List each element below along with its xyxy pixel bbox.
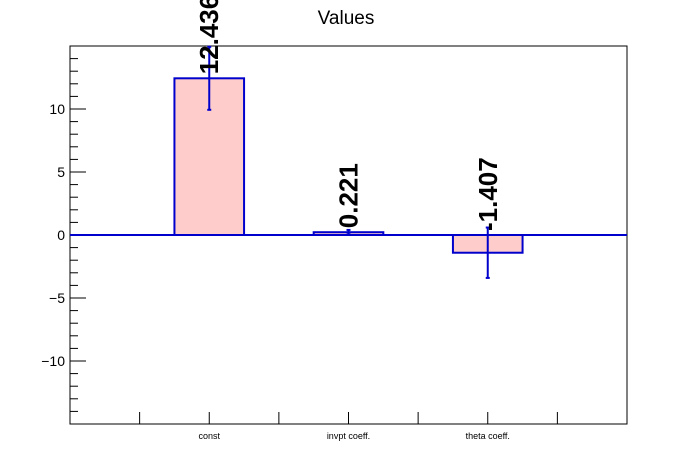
- chart-title: Values: [318, 8, 375, 29]
- value-label: 12.436: [194, 0, 224, 74]
- y-tick-label: −10: [41, 353, 65, 369]
- category-label: const: [198, 431, 220, 441]
- y-tick-label: 0: [57, 227, 65, 243]
- y-axis: −10 −5 0 5 10: [41, 58, 86, 412]
- y-tick-label: 5: [57, 164, 65, 180]
- value-label: -1.407: [473, 157, 503, 231]
- bars: [70, 45, 627, 279]
- y-tick-label: 10: [49, 101, 65, 117]
- category-label: theta coeff.: [466, 431, 510, 441]
- y-tick-label: −5: [49, 290, 65, 306]
- value-labels: const 12.436 invpt coeff. 0.221 theta coeff.…: [194, 0, 510, 441]
- x-axis: [139, 412, 558, 424]
- value-label: 0.221: [334, 163, 364, 228]
- category-label: invpt coeff.: [327, 431, 370, 441]
